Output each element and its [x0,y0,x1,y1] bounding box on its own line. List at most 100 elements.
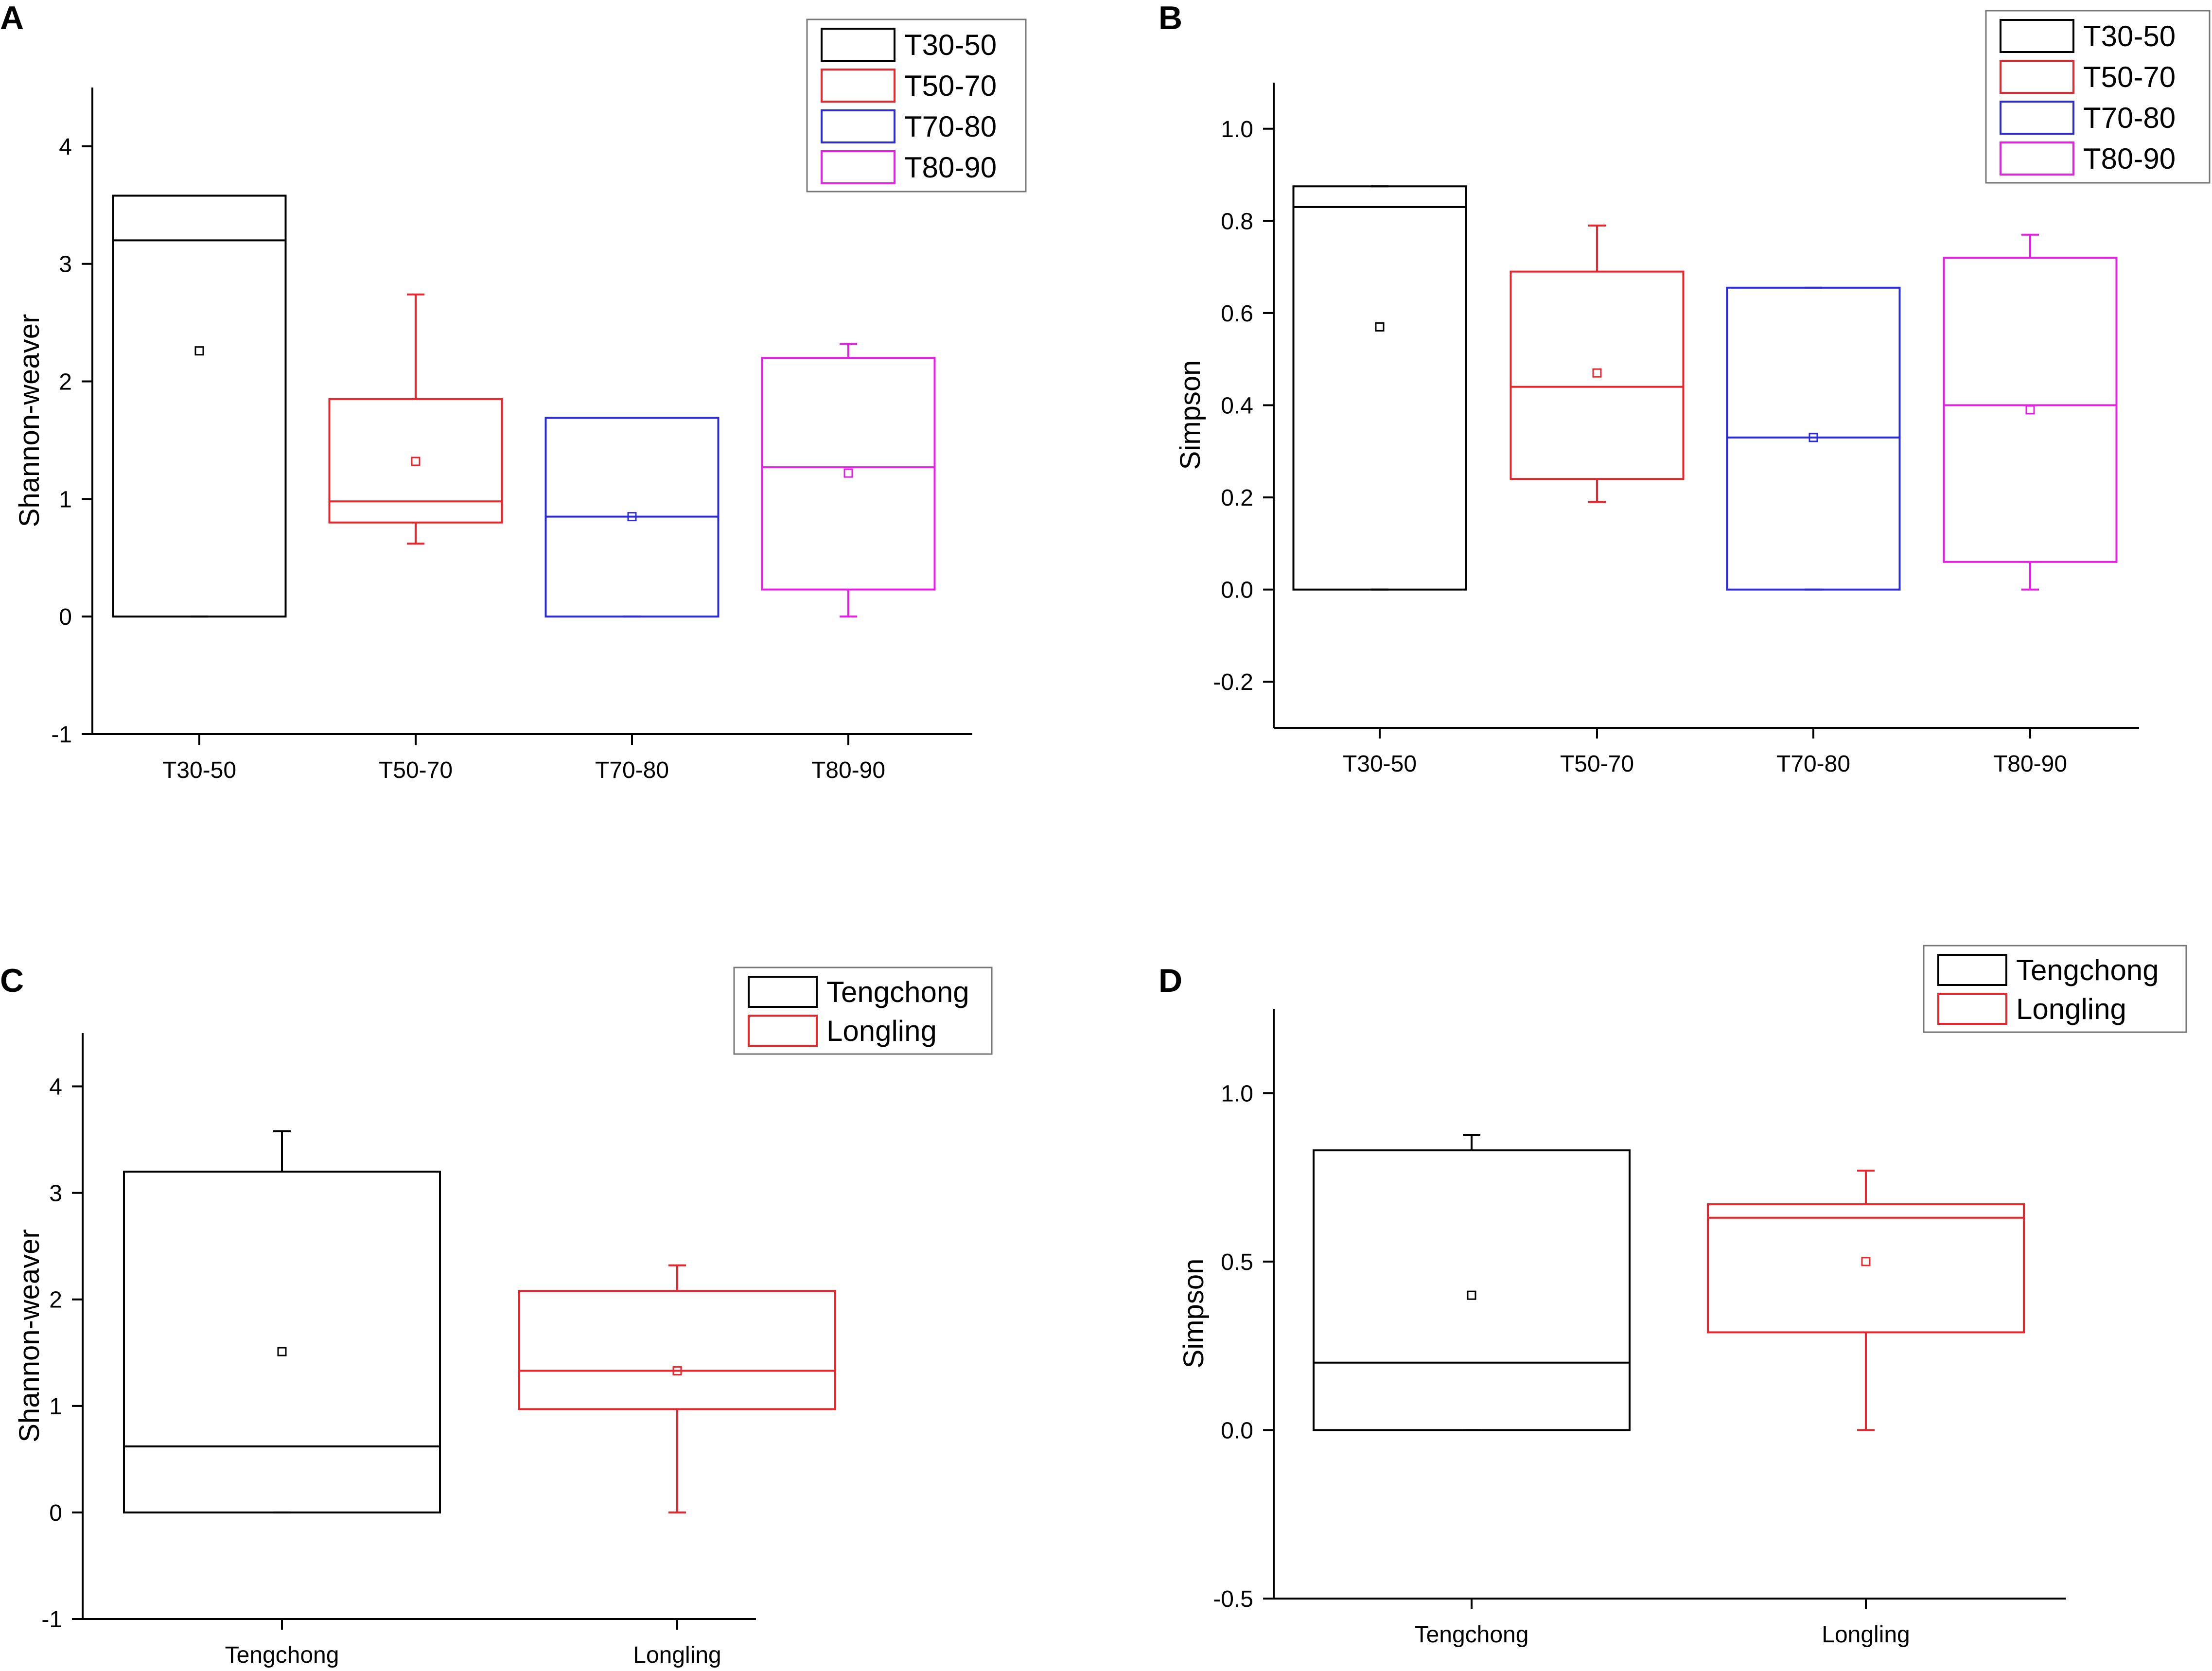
mean-marker [672,1366,682,1376]
y-axis-label: Simpson [1178,1259,1210,1369]
legend-label: T50-70 [2083,61,2176,93]
y-tick-label: 0.4 [1221,393,1253,419]
panel-letter: C [0,962,24,999]
x-tick-label: T50-70 [379,757,453,783]
panel-letter: A [0,0,24,36]
box-tengchong [123,1130,441,1513]
legend-label: T80-90 [904,151,997,184]
y-tick-label: 2 [59,369,72,395]
mean-marker [1592,368,1602,378]
legend-swatch [2000,141,2074,176]
x-tick-label: Longling [633,1642,721,1668]
panel-letter: D [1159,962,1182,999]
box-rect [1726,286,1901,591]
y-tick-label: 3 [59,252,72,278]
y-tick-label: 1.0 [1221,1081,1253,1107]
box-t50-70 [328,293,503,545]
legend-frame [1923,945,2187,1033]
x-tick-label: Longling [1822,1622,1910,1648]
mean-marker [627,512,637,522]
legend-swatch [748,1015,818,1047]
box-rect [761,357,936,591]
y-tick-label: 0.2 [1221,485,1253,511]
legend-label: Tengchong [826,976,969,1008]
box-rect [123,1170,441,1513]
y-axis-label: Shannon-weaver [14,314,45,528]
legend-swatch [748,976,818,1008]
y-tick-label: -0.2 [1213,669,1253,695]
y-tick-label: 0 [49,1500,62,1526]
box-longling [1707,1169,2025,1431]
mean-marker [411,457,421,466]
box-tengchong [1313,1134,1631,1431]
y-tick-label: 4 [49,1074,62,1100]
x-tick-label: Tengchong [225,1642,339,1668]
box-t30-50 [112,194,287,618]
y-tick-label: -0.5 [1213,1586,1253,1612]
mean-marker [1808,433,1818,442]
legend: T30-50 T50-70 T70-80 T80-90 [1985,10,2211,184]
legend-label: T30-50 [2083,20,2176,53]
y-tick-label: 3 [49,1181,62,1207]
y-tick-label: -1 [51,722,72,748]
legend-swatch [2000,19,2074,53]
legend-swatch [821,150,895,184]
legend-label: T70-80 [2083,102,2176,134]
x-tick-label: T80-90 [1993,751,2067,777]
y-tick-label: 0.0 [1221,578,1253,603]
legend-label: T50-70 [904,70,997,102]
legend-swatch [1937,954,2007,986]
mean-marker [1861,1257,1871,1266]
legend-swatch [821,109,895,143]
box-t80-90 [761,343,936,618]
legend: T30-50 T50-70 T70-80 T80-90 [806,18,1027,193]
y-tick-label: -1 [41,1607,62,1633]
box-rect [1707,1203,2025,1334]
x-tick-label: T50-70 [1560,751,1634,777]
y-axis-label: Shannon-weaver [14,1229,45,1442]
mean-marker [194,346,204,356]
y-tick-label: 0.6 [1221,301,1253,327]
x-tick-label: T70-80 [595,757,669,783]
y-tick-label: 1 [59,487,72,512]
mean-marker [843,468,853,478]
box-rect [328,398,503,524]
legend: Tengchong Longling [733,967,993,1055]
mean-marker [1467,1290,1476,1300]
legend-swatch [821,28,895,62]
box-rect [1313,1149,1631,1431]
legend-label: T30-50 [904,29,997,61]
legend-label: Tengchong [2016,954,2159,986]
legend-frame [1985,10,2211,184]
x-tick-label: T80-90 [811,757,885,783]
box-rect [112,194,287,618]
y-tick-label: 4 [59,134,72,160]
legend-label: Longling [2016,993,2126,1025]
x-tick-label: Tengchong [1415,1622,1529,1648]
legend-frame [806,18,1027,193]
box-t50-70 [1510,224,1685,503]
legend-label: Longling [826,1015,937,1047]
box-t70-80 [1726,286,1901,591]
x-tick-label: T70-80 [1776,751,1850,777]
y-axis-label: Simpson [1175,360,1206,470]
box-rect [1510,270,1685,480]
mean-marker [277,1347,287,1356]
y-tick-label: 1 [49,1394,62,1420]
y-tick-label: 0.8 [1221,209,1253,234]
mean-marker [1375,322,1385,332]
x-tick-label: T30-50 [1343,751,1417,777]
mean-marker [2025,405,2035,415]
legend-swatch [821,69,895,103]
chart-panel-b: B -0.2 0.0 0.2 0.4 0.6 0.8 1.0 Simpson T30-50 T50-… [1159,0,2211,777]
legend: Tengchong Longling [1923,945,2187,1033]
box-t70-80 [544,417,720,618]
box-t30-50 [1292,185,1467,591]
panel-letter: B [1159,0,1182,36]
y-tick-label: 0 [59,604,72,630]
box-rect [1943,257,2118,563]
box-rect [1292,185,1467,591]
